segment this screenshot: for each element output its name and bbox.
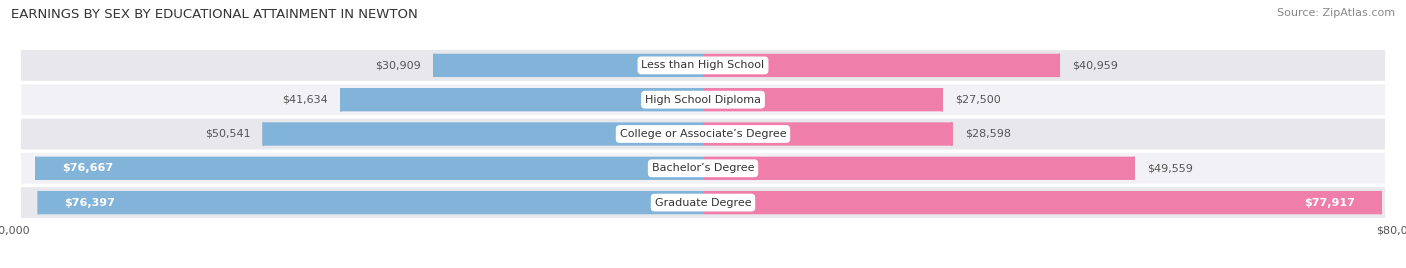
Text: Bachelor’s Degree: Bachelor’s Degree <box>652 163 754 173</box>
Text: Source: ZipAtlas.com: Source: ZipAtlas.com <box>1277 8 1395 18</box>
Text: High School Diploma: High School Diploma <box>645 95 761 105</box>
Text: $49,559: $49,559 <box>1147 163 1194 173</box>
FancyBboxPatch shape <box>703 88 942 111</box>
FancyBboxPatch shape <box>340 88 703 111</box>
FancyBboxPatch shape <box>21 118 1385 150</box>
Text: $77,917: $77,917 <box>1303 198 1355 208</box>
FancyBboxPatch shape <box>21 187 1385 218</box>
Text: $28,598: $28,598 <box>965 129 1011 139</box>
Text: Graduate Degree: Graduate Degree <box>655 198 751 208</box>
Text: $41,634: $41,634 <box>283 95 328 105</box>
Text: College or Associate’s Degree: College or Associate’s Degree <box>620 129 786 139</box>
FancyBboxPatch shape <box>703 191 1381 214</box>
FancyBboxPatch shape <box>21 50 1385 81</box>
Text: $76,667: $76,667 <box>62 163 114 173</box>
FancyBboxPatch shape <box>703 157 1135 180</box>
FancyBboxPatch shape <box>263 122 703 146</box>
FancyBboxPatch shape <box>434 54 703 77</box>
Text: Less than High School: Less than High School <box>641 60 765 70</box>
FancyBboxPatch shape <box>703 54 1059 77</box>
Text: $76,397: $76,397 <box>65 198 115 208</box>
FancyBboxPatch shape <box>38 191 703 214</box>
Text: $40,959: $40,959 <box>1073 60 1118 70</box>
FancyBboxPatch shape <box>37 157 703 180</box>
Text: $27,500: $27,500 <box>955 95 1001 105</box>
FancyBboxPatch shape <box>21 84 1385 115</box>
Text: $30,909: $30,909 <box>375 60 420 70</box>
FancyBboxPatch shape <box>703 122 952 146</box>
FancyBboxPatch shape <box>21 153 1385 184</box>
Text: EARNINGS BY SEX BY EDUCATIONAL ATTAINMENT IN NEWTON: EARNINGS BY SEX BY EDUCATIONAL ATTAINMEN… <box>11 8 418 21</box>
Text: $50,541: $50,541 <box>205 129 250 139</box>
